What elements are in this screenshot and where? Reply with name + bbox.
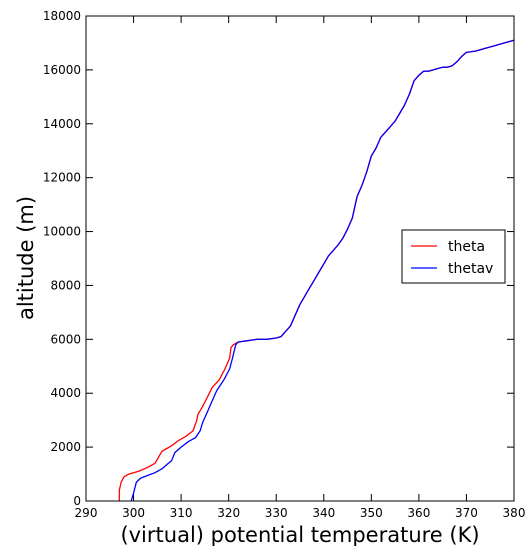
x-tick-label: 370 [455,506,478,520]
y-axis-title: altitude (m) [14,196,38,320]
x-tick-label: 290 [75,506,98,520]
x-axis-title: (virtual) potential temperature (K) [120,523,479,546]
y-tick-label: 16000 [43,63,81,77]
series-layer [118,39,515,502]
series-line-thetav [130,39,515,502]
x-tick-label: 320 [217,506,240,520]
x-tick-label: 360 [407,506,430,520]
x-tick-label: 300 [122,506,145,520]
y-tick-label: 6000 [50,332,81,346]
legend-label-thetav: thetav [448,261,493,277]
legend-box [401,229,506,284]
legend: theta thetav [401,229,506,284]
plot-frame [85,15,515,502]
y-tick-label: 8000 [50,278,81,292]
y-tick-label: 0 [73,494,81,508]
y-tick-label: 14000 [43,117,81,131]
y-tick-label: 18000 [43,9,81,23]
x-tick-label: 380 [503,506,526,520]
y-tick-label: 4000 [50,386,81,400]
x-tick-label: 330 [265,506,288,520]
x-tick-label: 310 [170,506,193,520]
x-tick-label: 340 [312,506,335,520]
x-tick-label: 350 [360,506,383,520]
y-tick-label: 10000 [43,225,81,239]
y-tick-label: 2000 [50,440,81,454]
legend-label-theta: theta [448,239,485,255]
tick-layer: 290 300 310 320 330 340 350 360 370 380 0 2000 4000 6… [43,9,526,520]
y-tick-label: 12000 [43,171,81,185]
